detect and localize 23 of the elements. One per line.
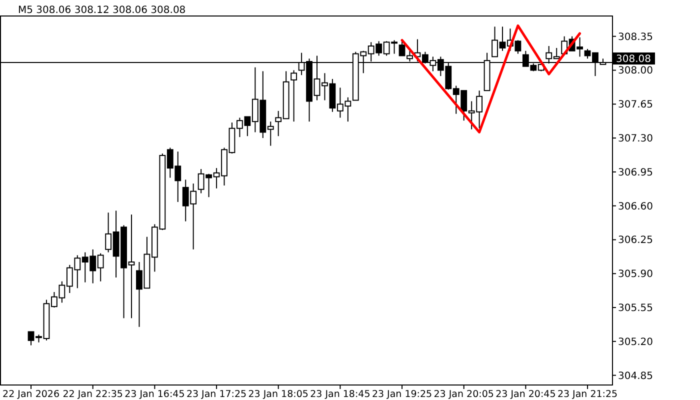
x-tick-label: 23 Jan 20:45 xyxy=(496,389,556,400)
y-tick-label: 306.25 xyxy=(618,235,653,246)
y-tick-label: 305.55 xyxy=(618,303,653,314)
x-tick-label: 22 Jan 2026 xyxy=(2,389,60,400)
chart-title: M5 308.06 308.12 308.06 308.08 xyxy=(18,5,186,16)
y-tick-label: 308.00 xyxy=(618,66,653,77)
x-tick-label: 23 Jan 19:25 xyxy=(372,389,432,400)
y-tick-label: 308.35 xyxy=(618,32,653,43)
x-tick-label: 23 Jan 18:05 xyxy=(248,389,308,400)
x-tick-label: 22 Jan 22:35 xyxy=(62,389,123,400)
x-tick-label: 23 Jan 16:45 xyxy=(124,389,185,400)
y-tick-label: 306.95 xyxy=(618,167,653,178)
x-tick-label: 23 Jan 18:45 xyxy=(310,389,370,400)
x-tick-label: 23 Jan 20:05 xyxy=(434,389,494,400)
y-tick-label: 305.20 xyxy=(618,336,653,348)
y-tick-label: 305.90 xyxy=(618,269,653,280)
y-tick-label: 304.85 xyxy=(618,370,653,382)
y-tick-label: 307.65 xyxy=(618,100,653,111)
y-tick-label: 307.30 xyxy=(618,134,653,145)
y-tick-label: 306.60 xyxy=(618,201,653,212)
x-tick-label: 23 Jan 21:25 xyxy=(557,389,618,400)
ref-line-label: 308.08 xyxy=(616,54,651,65)
x-tick-label: 23 Jan 17:25 xyxy=(186,389,247,400)
